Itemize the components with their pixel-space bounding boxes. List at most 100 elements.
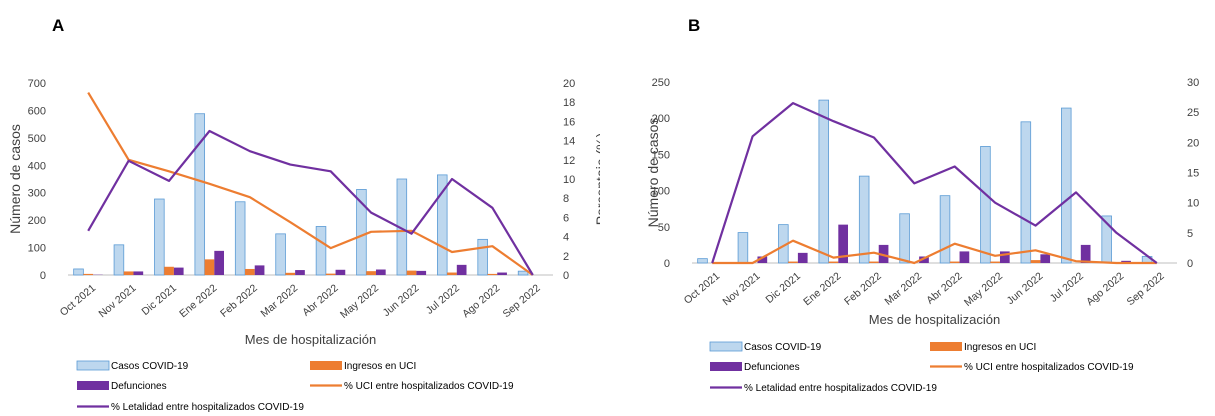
legend-label: % UCI entre hospitalizados COVID-19	[964, 362, 1134, 373]
x-tick-label: Dic 2021	[764, 270, 804, 306]
x-tick-label: Dic 2021	[140, 282, 180, 318]
bar-cases	[437, 174, 448, 276]
x-tick-label: Mar 2022	[883, 270, 925, 308]
bar-deaths	[1080, 244, 1091, 263]
legend-label: Casos COVID-19	[111, 361, 189, 372]
y2-tick-label: 15	[1187, 168, 1199, 180]
x-tick-label: Sep 2022	[501, 282, 543, 320]
y2-tick-label: 14	[563, 136, 575, 148]
bar-deaths	[214, 250, 225, 275]
x-tick-label: May 2022	[962, 270, 1005, 309]
y2-tick-label: 16	[563, 116, 575, 128]
legend-label: Ingresos en UCI	[964, 342, 1036, 353]
bar-cases	[737, 232, 749, 264]
bar-deaths	[375, 269, 386, 275]
bar-icu	[1030, 260, 1041, 263]
chart-a: 0 100 200 300 400 500 600 700 0 2 4 6 8 10 12 14 16 18 20 N…	[7, 78, 600, 413]
legend-label: % Letalidad entre hospitalizados COVID-1…	[111, 402, 304, 413]
y2-axis-title: Porcentaje (%)	[593, 133, 600, 226]
legend-label: % Letalidad entre hospitalizados COVID-1…	[744, 383, 937, 394]
bar-cases	[517, 270, 529, 276]
y-tick-label: 250	[652, 77, 670, 89]
x-tick-label: Ago 2022	[1084, 270, 1126, 308]
bar-icu	[123, 271, 134, 275]
bar-cases	[315, 226, 327, 276]
bar-cases	[980, 146, 991, 264]
legend-label: % UCI entre hospitalizados COVID-19	[344, 381, 514, 392]
y-axis-title: Número de casos	[7, 124, 23, 234]
line-icu-pct	[712, 239, 1157, 265]
bar-deaths	[838, 224, 849, 263]
y-tick-label: 300	[28, 188, 46, 200]
legend-label: Defunciones	[744, 362, 800, 373]
legend-swatch-deaths	[77, 381, 109, 390]
chart-b: 0 50 100 150 200 250 0 5 10 15 20 25 30 Número de cas…	[645, 77, 1215, 394]
bar-cases	[477, 238, 488, 276]
y2-tick-label: 30	[1187, 77, 1199, 89]
y2-tick-label: 10	[1187, 198, 1199, 210]
y2-axis-title: Porcentaje (%)	[1212, 126, 1215, 219]
y2-tick-label: 4	[563, 232, 569, 244]
x-axis-title: Mes de hospitalización	[869, 312, 1001, 327]
line-icu-pct	[87, 92, 534, 276]
bar-icu	[83, 273, 94, 275]
bar-icu	[406, 270, 417, 275]
y-tick-label: 100	[28, 243, 46, 255]
bar-cases	[194, 113, 206, 276]
panel-letter-a: A	[52, 16, 65, 35]
y2-tick-label: 10	[563, 174, 575, 186]
bar-icu	[204, 259, 215, 275]
bar-deaths	[959, 251, 970, 263]
bar-cases	[154, 198, 165, 276]
y2-tick-label: 5	[1187, 228, 1193, 240]
bar-cases	[858, 175, 870, 264]
y-tick-label: 0	[664, 258, 670, 270]
x-tick-label: Ago 2022	[460, 282, 502, 320]
bar-icu	[949, 261, 960, 263]
x-tick-label: Jul 2022	[1048, 270, 1086, 305]
bar-cases	[1020, 121, 1032, 264]
legend-item-deaths: Defunciones	[77, 381, 167, 392]
bar-deaths	[295, 270, 305, 275]
legend-swatch-icu	[310, 361, 342, 370]
legend-item-cases: Casos COVID-19	[76, 360, 189, 372]
legend-item-icu: Ingresos en UCI	[930, 342, 1036, 353]
bar-cases	[113, 244, 125, 276]
legend-item-lethality-pct: % Letalidad entre hospitalizados COVID-1…	[710, 383, 937, 394]
x-tick-label: Nov 2021	[96, 282, 138, 320]
y2-tick-label: 20	[1187, 137, 1199, 149]
bar-icu	[828, 261, 839, 263]
bar-icu	[164, 266, 174, 275]
y2-tick-label: 20	[563, 78, 575, 90]
bar-cases	[818, 99, 830, 264]
x-tick-label: May 2022	[338, 282, 381, 321]
bar-cases	[1061, 107, 1072, 264]
bar-cases	[356, 189, 367, 276]
legend-item-icu-pct: % UCI entre hospitalizados COVID-19	[930, 362, 1134, 373]
bar-cases	[275, 233, 286, 276]
legend-swatch-icu	[930, 342, 962, 351]
bar-icu	[447, 272, 457, 275]
bar-icu	[990, 261, 1000, 263]
legend-swatch-cases	[709, 341, 743, 352]
legend-label: Ingresos en UCI	[344, 361, 416, 372]
x-tick-label: Abr 2022	[924, 270, 964, 307]
x-tick-label: Ene 2022	[801, 270, 843, 308]
x-tick-label: Oct 2021	[58, 282, 98, 319]
line-lethality-pct	[87, 129, 534, 276]
y-tick-label: 200	[28, 215, 46, 227]
y2-tick-label: 0	[563, 270, 569, 282]
x-tick-label: Feb 2022	[218, 282, 260, 320]
y2-tick-label: 25	[1187, 107, 1199, 119]
legend-item-icu: Ingresos en UCI	[310, 361, 416, 372]
line-lethality-pct	[711, 101, 1158, 264]
y-tick-label: 400	[28, 160, 46, 172]
x-tick-label: Jun 2022	[1005, 270, 1046, 307]
x-tick-label: Feb 2022	[842, 270, 884, 308]
legend-label: Defunciones	[111, 381, 167, 392]
bar-icu	[245, 268, 255, 275]
legend-item-cases: Casos COVID-19	[709, 341, 822, 353]
legend-label: Casos COVID-19	[744, 342, 822, 353]
bar-icu	[788, 261, 798, 263]
y2-tick-label: 0	[1187, 258, 1193, 270]
